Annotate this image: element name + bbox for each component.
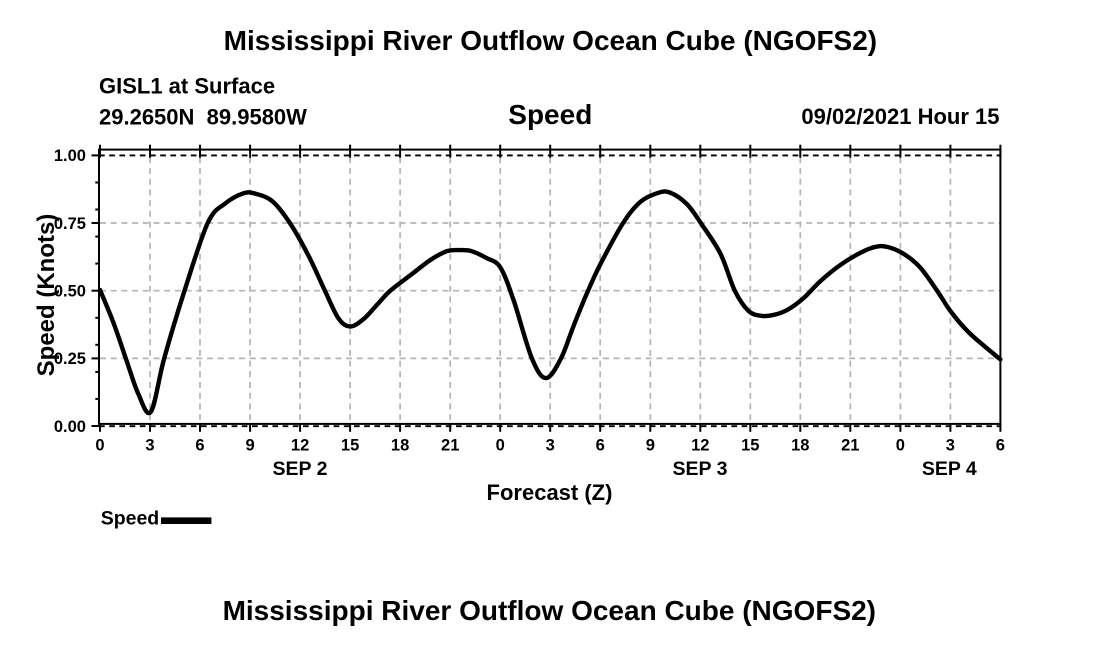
svg-text:09/02/2021 Hour 15: 09/02/2021 Hour 15: [801, 104, 999, 129]
svg-text:6: 6: [596, 437, 605, 455]
svg-text:21: 21: [441, 437, 459, 455]
svg-text:0.25: 0.25: [54, 350, 86, 368]
svg-text:0.00: 0.00: [54, 418, 86, 436]
svg-text:0.75: 0.75: [54, 215, 86, 233]
svg-text:Mississippi River Outflow Ocea: Mississippi River Outflow Ocean Cube (NG…: [223, 595, 876, 626]
svg-text:Speed (Knots): Speed (Knots): [33, 214, 60, 377]
svg-text:6: 6: [195, 437, 204, 455]
svg-text:SEP 3: SEP 3: [673, 458, 728, 480]
svg-text:0: 0: [95, 437, 104, 455]
svg-text:12: 12: [691, 437, 709, 455]
svg-text:1.00: 1.00: [54, 147, 86, 165]
svg-text:Speed: Speed: [101, 508, 160, 530]
svg-text:21: 21: [841, 437, 859, 455]
svg-text:0.50: 0.50: [54, 283, 86, 301]
svg-text:15: 15: [341, 437, 359, 455]
svg-text:SEP 4: SEP 4: [922, 458, 977, 480]
svg-text:SEP 2: SEP 2: [273, 458, 328, 480]
svg-text:18: 18: [391, 437, 409, 455]
svg-text:9: 9: [246, 437, 255, 455]
svg-text:Mississippi River Outflow Ocea: Mississippi River Outflow Ocean Cube (NG…: [224, 25, 877, 56]
svg-text:Speed: Speed: [508, 99, 592, 130]
svg-text:0: 0: [896, 437, 905, 455]
svg-text:9: 9: [646, 437, 655, 455]
svg-text:0: 0: [496, 437, 505, 455]
svg-text:GISL1 at Surface: GISL1 at Surface: [99, 74, 275, 99]
svg-text:12: 12: [291, 437, 309, 455]
svg-text:29.2650N 89.9580W: 29.2650N 89.9580W: [99, 105, 307, 130]
svg-text:3: 3: [946, 437, 955, 455]
svg-text:3: 3: [546, 437, 555, 455]
svg-text:Forecast (Z): Forecast (Z): [487, 480, 613, 505]
svg-text:6: 6: [996, 437, 1005, 455]
svg-text:18: 18: [791, 437, 809, 455]
svg-text:3: 3: [145, 437, 154, 455]
svg-text:15: 15: [741, 437, 759, 455]
